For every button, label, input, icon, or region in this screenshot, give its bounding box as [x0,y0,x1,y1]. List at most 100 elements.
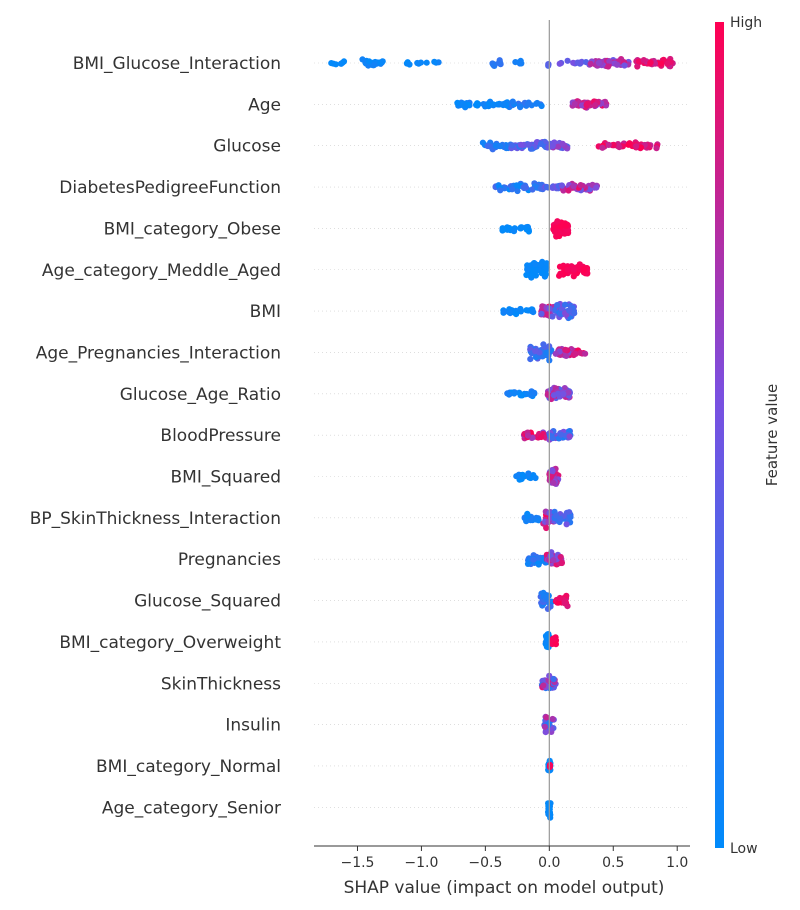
shap-point [532,261,539,268]
shap-point [560,187,567,194]
shap-point [497,143,504,150]
shap-point [497,187,504,194]
feature-label: Age_category_Senior [102,798,281,818]
shap-point [544,311,551,318]
shap-point [366,58,373,65]
shap-point [556,594,564,602]
shap-point [406,61,413,68]
shap-point [543,643,551,650]
shap-point [506,309,513,316]
shap-point [484,142,491,150]
feature-label: Age_Pregnancies_Interaction [36,343,281,363]
feature-guide-lines [314,62,690,808]
shap-point [534,99,541,107]
shap-point [563,521,570,528]
feature-label: Age [248,95,281,115]
shap-point [570,266,578,273]
shap-point [340,58,348,65]
shap-point [556,60,563,67]
colorbar-gradient [715,22,724,848]
shap-point [523,307,530,314]
shap-point [540,682,547,689]
shap-point [517,141,525,148]
shap-point [605,63,612,70]
shap-point [461,103,468,110]
shap-point [525,141,532,148]
shap-point [525,228,533,235]
shap-point [524,560,532,568]
shap-points [328,55,676,821]
shap-point [545,800,552,807]
shap-point [543,524,550,532]
shap-point [524,432,532,439]
shap-point [542,729,549,736]
shap-point [565,389,572,396]
shap-point [555,143,562,150]
shap-point [571,100,578,108]
shap-point [510,228,518,235]
feature-label: BP_SkinThickness_Interaction [30,509,281,529]
shap-point [566,509,573,516]
shap-point [557,553,564,561]
shap-point [370,62,377,69]
shap-point [621,62,628,69]
shap-point [513,473,520,480]
shap-point [535,517,542,524]
shap-point [567,514,574,521]
shap-point [538,433,545,441]
shap-point [637,144,645,151]
shap-point [563,352,570,359]
shap-point [379,58,386,65]
shap-point [511,390,518,397]
shap-point [562,346,569,353]
feature-label: Glucose_Squared [134,592,281,612]
shap-point [560,390,567,398]
shap-point [550,636,557,643]
shap-point [540,341,547,348]
shap-point [506,391,513,398]
shap-point [582,350,589,357]
feature-label: DiabetesPedigreeFunction [59,178,281,198]
shap-point [543,183,550,191]
shap-point [605,141,612,148]
shap-point [549,715,556,723]
shap-point [558,182,566,189]
shap-point [541,723,549,730]
shap-point [587,60,594,67]
shap-point [593,184,600,191]
shap-point [454,99,461,106]
shap-point [577,349,584,356]
shap-point [566,307,573,314]
shap-point [606,58,613,65]
shap-point [332,61,339,68]
shap-point [543,349,550,356]
shap-point [574,59,581,66]
shap-point [555,390,562,397]
shap-point [554,302,561,309]
feature-label: Age_category_Meddle_Aged [42,261,281,281]
shap-point [552,641,560,648]
shap-point [614,61,621,68]
x-tick-label: 1.0 [666,855,688,871]
shap-point [495,59,502,66]
shap-point [490,101,497,108]
shap-point [523,390,530,398]
shap-point [532,474,539,482]
shap-point [595,59,603,67]
x-tick-label: −0.5 [468,855,502,871]
shap-point [537,261,544,268]
shap-point [547,603,554,610]
shap-point [550,557,557,564]
shap-point [499,225,507,232]
shap-point [523,518,530,525]
shap-point [518,392,526,399]
shap-point [549,142,556,150]
shap-point [545,61,552,68]
shap-point [549,313,556,320]
x-axis-title: SHAP value (impact on model output) [344,878,665,898]
shap-point [543,260,550,267]
shap-point [546,761,554,769]
shap-point [530,556,537,563]
shap-point [551,228,558,235]
